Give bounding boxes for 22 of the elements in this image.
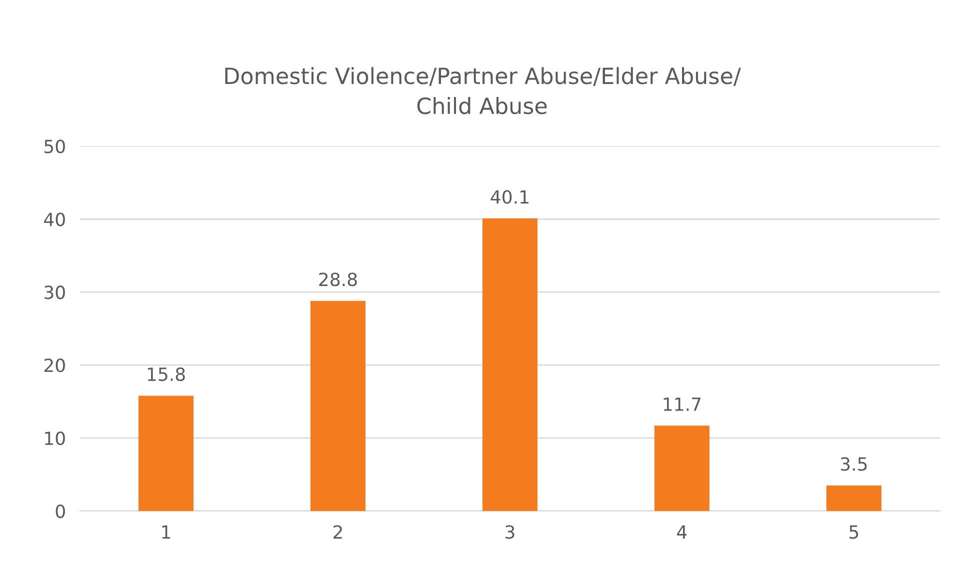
data-label: 11.7 bbox=[664, 398, 700, 411]
y-tick-label: 40 bbox=[44, 212, 65, 226]
x-tick-label: 5 bbox=[850, 525, 858, 539]
bar bbox=[138, 396, 194, 511]
data-label: 40.1 bbox=[490, 190, 528, 204]
y-tick-label: 10 bbox=[45, 431, 65, 446]
bar bbox=[310, 300, 366, 511]
data-label: 28.8 bbox=[319, 272, 357, 286]
x-tick-label: 1 bbox=[162, 525, 170, 539]
y-tick-label: 20 bbox=[44, 358, 65, 372]
y-tick-label: 50 bbox=[44, 140, 65, 154]
bar bbox=[482, 218, 538, 511]
x-tick-label: 4 bbox=[677, 525, 687, 539]
x-tick-label: 2 bbox=[334, 525, 342, 539]
bar bbox=[654, 426, 710, 511]
y-tick-label: 0 bbox=[56, 504, 65, 518]
bar bbox=[826, 485, 882, 511]
x-tick-label: 3 bbox=[506, 525, 514, 539]
data-label: 15.8 bbox=[148, 367, 185, 382]
y-tick-label: 30 bbox=[44, 286, 65, 300]
chart-title: Domestic Violence/Partner Abuse/Elder Abuse/ Child Abuse bbox=[225, 67, 741, 114]
data-label: 3.5 bbox=[840, 457, 867, 471]
